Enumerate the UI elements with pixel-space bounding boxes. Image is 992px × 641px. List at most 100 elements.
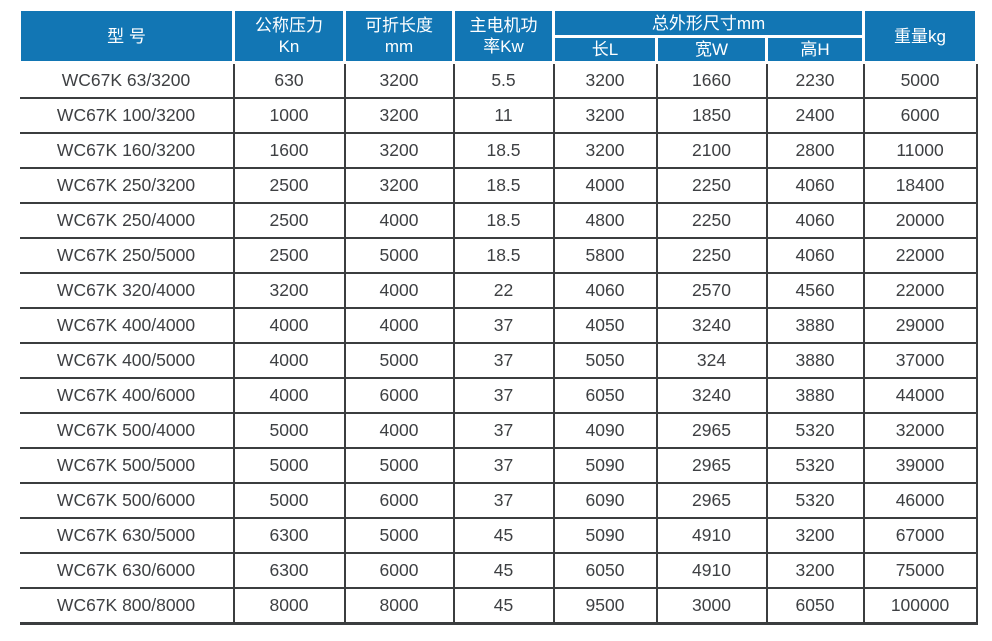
col-header-power: 主电机功 率Kw [452,8,555,64]
cell-pressure-kn: 8000 [232,587,346,625]
cell-weight-kg: 32000 [862,412,978,449]
cell-dim-l: 6050 [552,377,658,414]
table-row: WC67K 400/6000 4000 6000 37 6050 3240 3880 4400… [19,377,978,414]
cell-model: WC67K 250/3200 [19,167,235,204]
col-header-power-line2: 率Kw [483,37,524,56]
cell-dim-h: 3200 [765,552,865,589]
cell-dim-l: 5090 [552,447,658,484]
cell-dim-w: 4910 [655,517,768,554]
cell-pressure-kn: 4000 [232,307,346,344]
cell-power-kw: 18.5 [452,132,555,169]
cell-model: WC67K 500/4000 [19,412,235,449]
cell-dim-w: 1850 [655,97,768,134]
table-row: WC67K 160/3200 1600 3200 18.5 3200 2100 2800 11… [19,132,978,169]
cell-length-mm: 6000 [343,552,455,589]
cell-length-mm: 3200 [343,132,455,169]
cell-power-kw: 45 [452,517,555,554]
cell-weight-kg: 5000 [862,62,978,99]
header-row-top: 型 号 公称压力 Kn 可折长度 mm 主电机功 率Kw 总外形尺寸mm 重量k… [18,8,979,64]
cell-length-mm: 4000 [343,272,455,309]
header-row-sub: 长L 宽W 高H [20,35,977,64]
table-row: WC67K 630/6000 6300 6000 45 6050 4910 3200 7500… [19,552,978,589]
col-header-length-line1: 可折长度 [365,16,433,35]
cell-dim-h: 5320 [765,447,865,484]
cell-length-mm: 5000 [343,237,455,274]
cell-weight-kg: 6000 [862,97,978,134]
table-row: WC67K 500/6000 5000 6000 37 6090 2965 5320 4600… [19,482,978,519]
cell-pressure-kn: 1000 [232,97,346,134]
cell-length-mm: 6000 [343,377,455,414]
cell-weight-kg: 46000 [862,482,978,519]
cell-dim-l: 5050 [552,342,658,379]
cell-power-kw: 37 [452,342,555,379]
cell-power-kw: 37 [452,482,555,519]
cell-length-mm: 3200 [343,97,455,134]
table-row: WC67K 800/8000 8000 8000 45 9500 3000 6050 1000… [19,587,978,625]
cell-dim-h: 5320 [765,482,865,519]
cell-model: WC67K 320/4000 [19,272,235,309]
cell-dim-w: 2250 [655,202,768,239]
cell-dim-l: 5800 [552,237,658,274]
cell-dim-w: 1660 [655,62,768,99]
cell-dim-h: 4560 [765,272,865,309]
cell-model: WC67K 400/5000 [19,342,235,379]
cell-dim-l: 3200 [552,97,658,134]
cell-dim-l: 5090 [552,517,658,554]
cell-power-kw: 37 [452,307,555,344]
cell-model: WC67K 630/5000 [19,517,235,554]
cell-weight-kg: 37000 [862,342,978,379]
cell-length-mm: 8000 [343,587,455,625]
cell-dim-l: 4090 [552,412,658,449]
cell-dim-w: 3000 [655,587,768,625]
cell-model: WC67K 63/3200 [19,62,235,99]
cell-power-kw: 45 [452,587,555,625]
cell-pressure-kn: 6300 [232,552,346,589]
cell-pressure-kn: 5000 [232,447,346,484]
cell-length-mm: 4000 [343,412,455,449]
cell-length-mm: 5000 [343,517,455,554]
cell-dim-w: 3240 [655,307,768,344]
cell-dim-l: 4060 [552,272,658,309]
cell-pressure-kn: 2500 [232,202,346,239]
table-row: WC67K 63/3200 630 3200 5.5 3200 1660 2230 5000 [19,62,978,99]
cell-power-kw: 18.5 [452,202,555,239]
cell-power-kw: 22 [452,272,555,309]
col-header-dim-height: 高H [764,35,866,64]
cell-dim-w: 4910 [655,552,768,589]
cell-dim-h: 4060 [765,202,865,239]
cell-model: WC67K 160/3200 [19,132,235,169]
cell-dim-w: 2965 [655,447,768,484]
cell-pressure-kn: 3200 [232,272,346,309]
cell-power-kw: 37 [452,447,555,484]
cell-model: WC67K 250/5000 [19,237,235,274]
cell-pressure-kn: 4000 [232,342,346,379]
cell-power-kw: 37 [452,377,555,414]
cell-power-kw: 45 [452,552,555,589]
cell-dim-l: 6050 [552,552,658,589]
spec-sheet: 型 号 公称压力 Kn 可折长度 mm 主电机功 率Kw 总外形尺寸mm 重量k… [18,8,979,625]
cell-weight-kg: 18400 [862,167,978,204]
cell-pressure-kn: 1600 [232,132,346,169]
cell-dim-h: 3880 [765,377,865,414]
cell-dim-h: 3200 [765,517,865,554]
col-header-pressure: 公称压力 Kn [232,8,346,64]
cell-dim-h: 4060 [765,167,865,204]
cell-weight-kg: 100000 [862,587,978,625]
cell-dim-h: 2400 [765,97,865,134]
col-header-pressure-line1: 公称压力 [255,16,323,35]
cell-length-mm: 5000 [343,342,455,379]
table-row: WC67K 500/5000 5000 5000 37 5090 2965 5320 3900… [19,447,978,484]
cell-dim-w: 2570 [655,272,768,309]
cell-length-mm: 5000 [343,447,455,484]
cell-weight-kg: 22000 [862,237,978,274]
cell-model: WC67K 400/6000 [19,377,235,414]
col-header-model: 型 号 [18,8,235,64]
cell-dim-w: 3240 [655,377,768,414]
cell-power-kw: 37 [452,412,555,449]
col-header-dim-width: 宽W [655,35,768,64]
cell-dim-w: 2965 [655,412,768,449]
cell-model: WC67K 250/4000 [19,202,235,239]
col-header-dimensions-group: 总外形尺寸mm [551,8,866,38]
cell-model: WC67K 500/6000 [19,482,235,519]
cell-model: WC67K 500/5000 [19,447,235,484]
